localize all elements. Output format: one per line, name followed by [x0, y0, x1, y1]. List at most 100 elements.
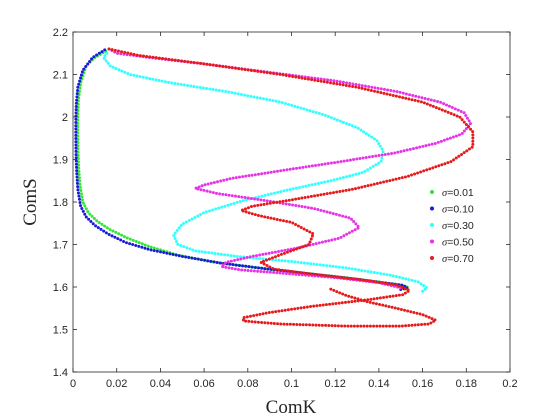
data-point — [116, 237, 120, 241]
data-point — [387, 305, 391, 309]
data-point — [291, 75, 295, 79]
data-point — [190, 256, 194, 260]
data-point — [199, 188, 203, 192]
data-point — [269, 170, 273, 174]
data-point — [163, 80, 167, 84]
data-point — [398, 275, 402, 279]
data-point — [338, 291, 342, 295]
data-point — [462, 111, 466, 115]
data-point — [104, 59, 108, 63]
data-point — [125, 241, 129, 245]
data-point — [372, 271, 376, 275]
data-point — [285, 188, 289, 192]
data-point — [419, 170, 423, 174]
data-point — [256, 197, 260, 201]
data-point — [347, 123, 351, 127]
data-point — [91, 222, 95, 226]
data-point — [74, 146, 78, 150]
data-marks — [74, 47, 475, 328]
data-point — [369, 183, 373, 187]
data-point — [378, 324, 382, 328]
data-point — [363, 269, 367, 273]
data-point — [454, 134, 458, 138]
data-point — [272, 170, 276, 174]
data-point — [388, 273, 392, 277]
data-point — [449, 160, 453, 164]
data-point — [187, 218, 191, 222]
data-point — [354, 222, 358, 226]
data-point — [288, 167, 292, 171]
data-point — [323, 162, 327, 166]
data-point — [348, 174, 352, 178]
data-point — [385, 295, 389, 299]
data-point — [157, 56, 161, 60]
data-point — [334, 265, 338, 269]
data-point — [242, 315, 246, 319]
data-point — [328, 211, 332, 215]
data-point — [135, 53, 139, 57]
data-point — [268, 71, 272, 75]
data-point — [78, 79, 82, 83]
data-point — [210, 251, 214, 255]
data-point — [83, 204, 87, 208]
data-point — [372, 137, 376, 141]
data-point — [251, 254, 255, 258]
data-point — [350, 187, 354, 191]
data-point — [337, 275, 341, 279]
sigma-symbol: σ — [442, 188, 448, 199]
data-point — [74, 108, 78, 112]
data-point — [74, 149, 78, 153]
data-point — [423, 96, 427, 100]
data-point — [465, 149, 469, 153]
data-point — [305, 229, 309, 232]
data-point — [292, 322, 296, 326]
data-point — [305, 305, 309, 309]
data-point — [330, 238, 334, 242]
data-point — [359, 278, 363, 282]
data-point — [243, 268, 247, 272]
data-point — [319, 77, 323, 81]
data-point — [182, 83, 186, 87]
data-point — [341, 265, 345, 269]
data-point — [449, 112, 453, 116]
data-point — [267, 251, 271, 255]
data-point — [199, 212, 203, 216]
data-point — [203, 258, 207, 262]
legend-marker — [430, 190, 434, 194]
data-point — [308, 323, 312, 327]
data-point — [295, 166, 299, 170]
data-point — [77, 194, 81, 198]
data-point — [80, 195, 84, 199]
y-tick-label: 1.5 — [53, 325, 68, 337]
data-point — [141, 75, 145, 79]
data-point — [205, 86, 209, 90]
x-tick-label: 0.14 — [368, 378, 389, 390]
data-point — [322, 192, 326, 196]
data-point — [464, 122, 468, 126]
data-point — [413, 172, 417, 176]
data-point — [196, 214, 200, 218]
data-point — [317, 323, 321, 327]
data-point — [397, 293, 401, 297]
data-point — [379, 272, 383, 276]
data-point — [230, 66, 234, 70]
data-point — [419, 282, 423, 286]
data-point — [375, 139, 379, 143]
data-point — [367, 133, 371, 137]
data-point — [309, 272, 313, 276]
data-point — [394, 177, 398, 181]
data-point — [281, 271, 285, 275]
data-point — [429, 98, 433, 102]
data-point — [423, 287, 427, 291]
x-tick-label: 0.08 — [237, 378, 258, 390]
data-point — [447, 104, 451, 108]
data-point — [263, 193, 267, 197]
data-point — [74, 127, 78, 131]
data-point — [464, 113, 468, 117]
data-point — [411, 147, 415, 151]
data-point — [280, 101, 284, 105]
data-point — [403, 287, 407, 291]
data-point — [453, 107, 457, 111]
data-point — [303, 196, 307, 200]
data-point — [255, 313, 259, 317]
